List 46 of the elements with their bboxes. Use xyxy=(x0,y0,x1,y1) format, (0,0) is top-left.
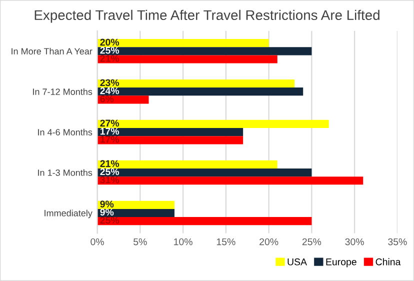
bar xyxy=(97,128,244,136)
y-tick-label: In 7-12 Months xyxy=(33,88,92,95)
x-tick-label: 20% xyxy=(260,238,278,246)
bar xyxy=(97,88,304,96)
data-label: 21% xyxy=(100,160,120,168)
legend-label: USA xyxy=(288,258,307,266)
x-tick-label: 35% xyxy=(388,238,407,246)
data-label: 9% xyxy=(100,208,114,216)
data-label: 20% xyxy=(100,38,120,46)
data-label: 25% xyxy=(100,168,120,176)
bar xyxy=(97,120,329,128)
bar xyxy=(97,217,312,226)
chart-title: Expected Travel Time After Travel Restrictions Are Lifted xyxy=(34,10,380,23)
legend-label: Europe xyxy=(326,258,356,268)
data-label: 23% xyxy=(100,79,120,86)
legend-label: China xyxy=(376,258,401,266)
data-label: 25% xyxy=(100,46,120,54)
bar xyxy=(97,136,244,144)
x-tick-label: 25% xyxy=(302,238,322,246)
bar xyxy=(97,39,269,48)
bar xyxy=(97,168,312,177)
y-tick-label: Immediately xyxy=(44,210,92,218)
x-tick-label: 0% xyxy=(90,238,104,246)
bar xyxy=(97,200,174,209)
y-tick-label: In More Than A Year xyxy=(12,48,92,54)
data-label: 27% xyxy=(100,120,120,127)
x-tick-label: 5% xyxy=(134,238,147,246)
bar xyxy=(97,47,312,56)
data-label: 6% xyxy=(100,95,114,102)
data-label: 9% xyxy=(100,200,114,208)
data-label: 25% xyxy=(100,216,120,224)
data-label: 24% xyxy=(100,87,120,94)
bar xyxy=(97,160,278,168)
x-tick-label: 10% xyxy=(174,238,192,246)
y-tick-label: In 1-3 Months xyxy=(38,169,92,176)
data-label: 31% xyxy=(100,176,120,184)
x-tick-label: 15% xyxy=(216,238,236,246)
data-label: 17% xyxy=(100,128,120,135)
data-label: 21% xyxy=(100,54,120,62)
data-label: 17% xyxy=(100,136,120,143)
y-tick-label: In 4-6 Months xyxy=(38,128,92,136)
bar xyxy=(97,55,278,64)
bar xyxy=(97,79,295,88)
x-tick-label: 30% xyxy=(345,238,364,246)
bar xyxy=(97,208,174,218)
bar xyxy=(97,176,364,185)
